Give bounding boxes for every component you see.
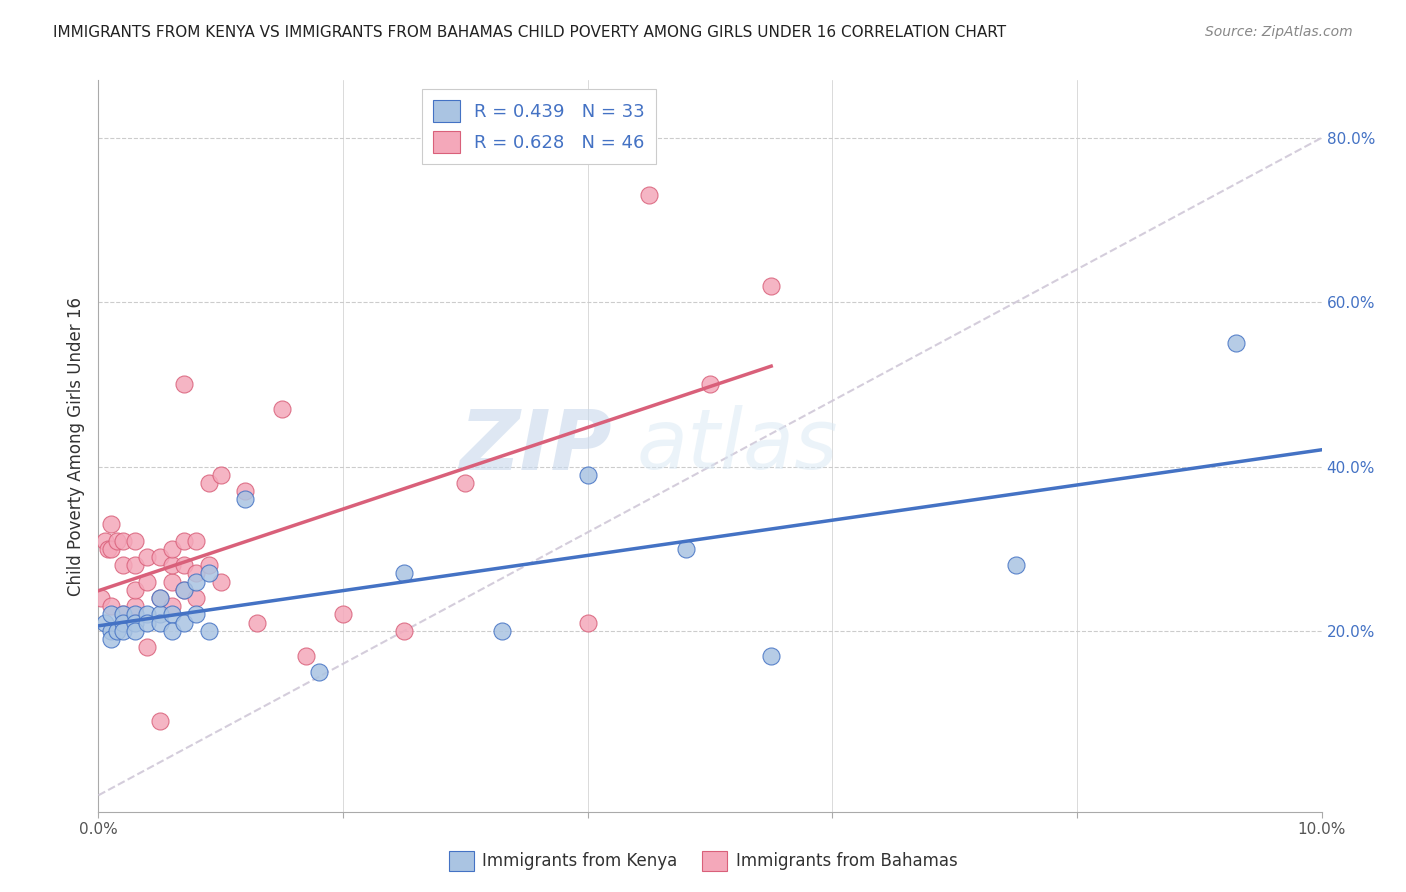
Point bbox=[392, 566, 416, 581]
Point bbox=[186, 566, 208, 581]
Point bbox=[160, 541, 183, 556]
Point bbox=[173, 582, 195, 597]
Point bbox=[160, 558, 183, 573]
Point bbox=[124, 599, 146, 614]
Point bbox=[149, 591, 172, 605]
Point bbox=[1225, 336, 1247, 351]
Point bbox=[149, 714, 172, 729]
Point bbox=[90, 591, 112, 605]
Point bbox=[295, 648, 318, 663]
Point bbox=[173, 533, 195, 548]
Point bbox=[576, 467, 599, 482]
Point bbox=[197, 475, 219, 490]
Point bbox=[111, 624, 134, 638]
Point bbox=[186, 574, 208, 589]
Point bbox=[149, 607, 172, 622]
Point bbox=[93, 615, 115, 630]
Point bbox=[759, 648, 782, 663]
Point bbox=[124, 582, 146, 597]
Point bbox=[233, 492, 256, 507]
Point bbox=[124, 607, 146, 622]
Point bbox=[173, 377, 195, 392]
Text: ZIP: ZIP bbox=[460, 406, 612, 486]
Point bbox=[454, 475, 477, 490]
Point bbox=[675, 541, 697, 556]
Point bbox=[100, 517, 122, 532]
Point bbox=[160, 574, 183, 589]
Text: IMMIGRANTS FROM KENYA VS IMMIGRANTS FROM BAHAMAS CHILD POVERTY AMONG GIRLS UNDER: IMMIGRANTS FROM KENYA VS IMMIGRANTS FROM… bbox=[53, 25, 1007, 40]
Y-axis label: Child Poverty Among Girls Under 16: Child Poverty Among Girls Under 16 bbox=[66, 296, 84, 596]
Point bbox=[270, 402, 292, 417]
Point bbox=[124, 624, 146, 638]
Point bbox=[233, 484, 256, 499]
Point bbox=[160, 624, 183, 638]
Point bbox=[173, 558, 195, 573]
Point bbox=[136, 615, 159, 630]
Point bbox=[136, 640, 159, 655]
Point bbox=[186, 533, 208, 548]
Point bbox=[699, 377, 721, 392]
Point bbox=[100, 632, 122, 647]
Legend: Immigrants from Kenya, Immigrants from Bahamas: Immigrants from Kenya, Immigrants from B… bbox=[441, 844, 965, 878]
Point bbox=[149, 615, 172, 630]
Point bbox=[111, 533, 134, 548]
Text: Source: ZipAtlas.com: Source: ZipAtlas.com bbox=[1205, 25, 1353, 39]
Point bbox=[197, 558, 219, 573]
Point bbox=[93, 533, 115, 548]
Point bbox=[160, 599, 183, 614]
Point bbox=[100, 541, 122, 556]
Point bbox=[186, 591, 208, 605]
Point bbox=[111, 615, 134, 630]
Point bbox=[105, 624, 128, 638]
Point bbox=[332, 607, 354, 622]
Point bbox=[209, 574, 232, 589]
Point bbox=[173, 582, 195, 597]
Point bbox=[124, 558, 146, 573]
Point bbox=[97, 541, 120, 556]
Point bbox=[100, 607, 122, 622]
Point bbox=[136, 549, 159, 564]
Point bbox=[637, 188, 661, 202]
Point bbox=[576, 615, 599, 630]
Point bbox=[197, 566, 219, 581]
Point bbox=[186, 607, 208, 622]
Point bbox=[246, 615, 269, 630]
Point bbox=[1004, 558, 1026, 573]
Point bbox=[105, 533, 128, 548]
Point bbox=[100, 624, 122, 638]
Text: atlas: atlas bbox=[637, 406, 838, 486]
Point bbox=[491, 624, 513, 638]
Point bbox=[111, 607, 134, 622]
Point bbox=[149, 549, 172, 564]
Point bbox=[136, 607, 159, 622]
Point bbox=[149, 591, 172, 605]
Point bbox=[111, 558, 134, 573]
Point bbox=[111, 607, 134, 622]
Point bbox=[759, 278, 782, 293]
Point bbox=[136, 574, 159, 589]
Legend: R = 0.439   N = 33, R = 0.628   N = 46: R = 0.439 N = 33, R = 0.628 N = 46 bbox=[422, 89, 655, 164]
Point bbox=[124, 533, 146, 548]
Point bbox=[197, 624, 219, 638]
Point bbox=[124, 615, 146, 630]
Point bbox=[173, 615, 195, 630]
Point bbox=[209, 467, 232, 482]
Point bbox=[392, 624, 416, 638]
Point bbox=[160, 607, 183, 622]
Point bbox=[100, 599, 122, 614]
Point bbox=[308, 665, 330, 679]
